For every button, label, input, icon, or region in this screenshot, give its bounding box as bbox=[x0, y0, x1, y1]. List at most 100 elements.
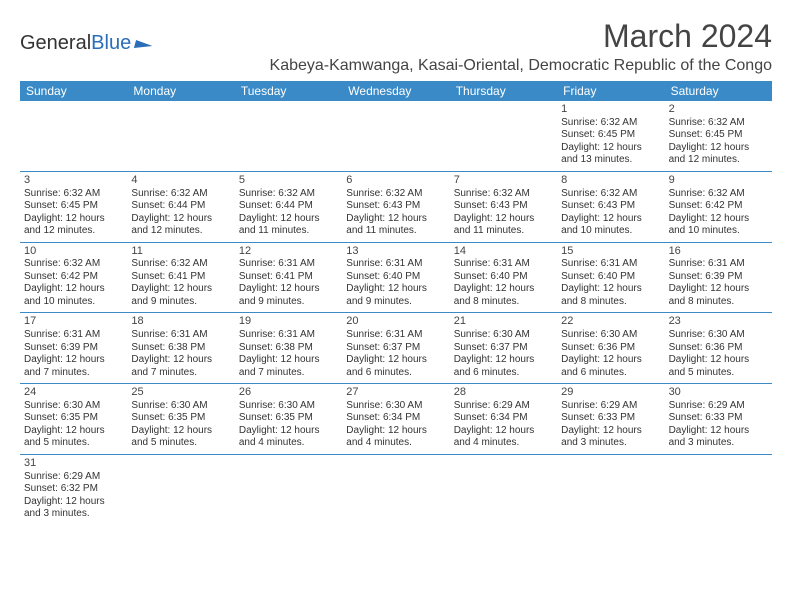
day-info-line: Daylight: 12 hours bbox=[669, 213, 768, 226]
day-number: 23 bbox=[669, 315, 768, 329]
day-info-line: Sunrise: 6:30 AM bbox=[669, 329, 768, 342]
day-number: 14 bbox=[454, 245, 553, 259]
week-row: 10Sunrise: 6:32 AMSunset: 6:42 PMDayligh… bbox=[20, 243, 772, 314]
day-cell: 28Sunrise: 6:29 AMSunset: 6:34 PMDayligh… bbox=[450, 384, 557, 454]
day-cell bbox=[557, 455, 664, 525]
day-info-line: Daylight: 12 hours bbox=[24, 496, 123, 509]
weekday-tuesday: Tuesday bbox=[235, 81, 342, 101]
day-cell: 31Sunrise: 6:29 AMSunset: 6:32 PMDayligh… bbox=[20, 455, 127, 525]
day-info-line: and 5 minutes. bbox=[669, 367, 768, 380]
day-info-line: and 8 minutes. bbox=[561, 296, 660, 309]
day-info-line: Daylight: 12 hours bbox=[669, 142, 768, 155]
day-info-line: Sunset: 6:43 PM bbox=[561, 200, 660, 213]
day-info-line: Daylight: 12 hours bbox=[561, 142, 660, 155]
day-info-line: Sunrise: 6:30 AM bbox=[131, 400, 230, 413]
day-info-line: Sunset: 6:34 PM bbox=[454, 412, 553, 425]
day-info-line: Sunrise: 6:31 AM bbox=[454, 258, 553, 271]
day-info-line: Sunset: 6:36 PM bbox=[561, 342, 660, 355]
day-info-line: and 5 minutes. bbox=[24, 437, 123, 450]
day-info-line: Daylight: 12 hours bbox=[131, 425, 230, 438]
day-number: 22 bbox=[561, 315, 660, 329]
day-info-line: Daylight: 12 hours bbox=[454, 354, 553, 367]
week-row: 17Sunrise: 6:31 AMSunset: 6:39 PMDayligh… bbox=[20, 313, 772, 384]
day-info-line: Sunset: 6:42 PM bbox=[24, 271, 123, 284]
day-info-line: Daylight: 12 hours bbox=[561, 425, 660, 438]
day-info-line: Sunrise: 6:31 AM bbox=[239, 258, 338, 271]
day-info-line: Sunset: 6:42 PM bbox=[669, 200, 768, 213]
day-info-line: and 7 minutes. bbox=[131, 367, 230, 380]
day-info-line: Sunrise: 6:30 AM bbox=[561, 329, 660, 342]
day-cell: 7Sunrise: 6:32 AMSunset: 6:43 PMDaylight… bbox=[450, 172, 557, 242]
day-info-line: Sunset: 6:39 PM bbox=[669, 271, 768, 284]
day-info-line: Daylight: 12 hours bbox=[346, 354, 445, 367]
day-info-line: Sunrise: 6:31 AM bbox=[239, 329, 338, 342]
day-info-line: and 4 minutes. bbox=[454, 437, 553, 450]
day-cell: 16Sunrise: 6:31 AMSunset: 6:39 PMDayligh… bbox=[665, 243, 772, 313]
day-info-line: Sunset: 6:39 PM bbox=[24, 342, 123, 355]
day-info-line: Sunrise: 6:31 AM bbox=[669, 258, 768, 271]
day-info-line: Sunrise: 6:32 AM bbox=[24, 188, 123, 201]
day-info-line: Sunset: 6:43 PM bbox=[454, 200, 553, 213]
day-info-line: and 6 minutes. bbox=[454, 367, 553, 380]
day-info-line: and 7 minutes. bbox=[24, 367, 123, 380]
day-cell: 5Sunrise: 6:32 AMSunset: 6:44 PMDaylight… bbox=[235, 172, 342, 242]
day-number: 13 bbox=[346, 245, 445, 259]
day-info-line: Sunset: 6:45 PM bbox=[669, 129, 768, 142]
day-number: 21 bbox=[454, 315, 553, 329]
week-row: 24Sunrise: 6:30 AMSunset: 6:35 PMDayligh… bbox=[20, 384, 772, 455]
day-info-line: Sunrise: 6:32 AM bbox=[561, 188, 660, 201]
day-number: 5 bbox=[239, 174, 338, 188]
day-info-line: and 6 minutes. bbox=[561, 367, 660, 380]
day-cell: 18Sunrise: 6:31 AMSunset: 6:38 PMDayligh… bbox=[127, 313, 234, 383]
day-cell bbox=[450, 101, 557, 171]
day-info-line: and 12 minutes. bbox=[669, 154, 768, 167]
day-info-line: Sunset: 6:41 PM bbox=[131, 271, 230, 284]
day-info-line: Sunset: 6:32 PM bbox=[24, 483, 123, 496]
day-info-line: Sunset: 6:35 PM bbox=[131, 412, 230, 425]
day-info-line: Sunrise: 6:32 AM bbox=[24, 258, 123, 271]
logo: GeneralBlue bbox=[20, 18, 153, 55]
day-info-line: Sunset: 6:37 PM bbox=[346, 342, 445, 355]
day-info-line: Daylight: 12 hours bbox=[239, 283, 338, 296]
day-info-line: and 3 minutes. bbox=[669, 437, 768, 450]
day-info-line: Daylight: 12 hours bbox=[669, 354, 768, 367]
day-info-line: Sunrise: 6:32 AM bbox=[669, 188, 768, 201]
day-info-line: and 11 minutes. bbox=[454, 225, 553, 238]
day-number: 16 bbox=[669, 245, 768, 259]
logo-text-part1: General bbox=[20, 32, 91, 55]
day-info-line: Sunset: 6:33 PM bbox=[669, 412, 768, 425]
weeks-container: 1Sunrise: 6:32 AMSunset: 6:45 PMDaylight… bbox=[20, 101, 772, 525]
day-number: 17 bbox=[24, 315, 123, 329]
day-info-line: and 8 minutes. bbox=[669, 296, 768, 309]
day-cell: 13Sunrise: 6:31 AMSunset: 6:40 PMDayligh… bbox=[342, 243, 449, 313]
day-info-line: Daylight: 12 hours bbox=[131, 283, 230, 296]
day-info-line: Sunset: 6:45 PM bbox=[561, 129, 660, 142]
day-info-line: Sunrise: 6:31 AM bbox=[24, 329, 123, 342]
day-cell: 29Sunrise: 6:29 AMSunset: 6:33 PMDayligh… bbox=[557, 384, 664, 454]
day-info-line: Sunset: 6:41 PM bbox=[239, 271, 338, 284]
day-info-line: Sunrise: 6:29 AM bbox=[561, 400, 660, 413]
day-info-line: Sunset: 6:40 PM bbox=[561, 271, 660, 284]
day-info-line: and 10 minutes. bbox=[24, 296, 123, 309]
day-number: 7 bbox=[454, 174, 553, 188]
week-row: 1Sunrise: 6:32 AMSunset: 6:45 PMDaylight… bbox=[20, 101, 772, 172]
day-cell bbox=[342, 455, 449, 525]
day-cell bbox=[235, 101, 342, 171]
weekday-monday: Monday bbox=[127, 81, 234, 101]
day-cell: 4Sunrise: 6:32 AMSunset: 6:44 PMDaylight… bbox=[127, 172, 234, 242]
day-cell bbox=[127, 101, 234, 171]
day-cell: 20Sunrise: 6:31 AMSunset: 6:37 PMDayligh… bbox=[342, 313, 449, 383]
day-cell: 19Sunrise: 6:31 AMSunset: 6:38 PMDayligh… bbox=[235, 313, 342, 383]
day-number: 8 bbox=[561, 174, 660, 188]
calendar: Sunday Monday Tuesday Wednesday Thursday… bbox=[20, 81, 772, 525]
day-info-line: and 4 minutes. bbox=[346, 437, 445, 450]
day-info-line: and 7 minutes. bbox=[239, 367, 338, 380]
day-number: 26 bbox=[239, 386, 338, 400]
day-info-line: Daylight: 12 hours bbox=[24, 354, 123, 367]
day-info-line: Sunset: 6:35 PM bbox=[24, 412, 123, 425]
day-number: 19 bbox=[239, 315, 338, 329]
day-info-line: Sunset: 6:33 PM bbox=[561, 412, 660, 425]
day-info-line: Sunrise: 6:30 AM bbox=[454, 329, 553, 342]
day-info-line: Daylight: 12 hours bbox=[561, 354, 660, 367]
week-row: 31Sunrise: 6:29 AMSunset: 6:32 PMDayligh… bbox=[20, 455, 772, 525]
